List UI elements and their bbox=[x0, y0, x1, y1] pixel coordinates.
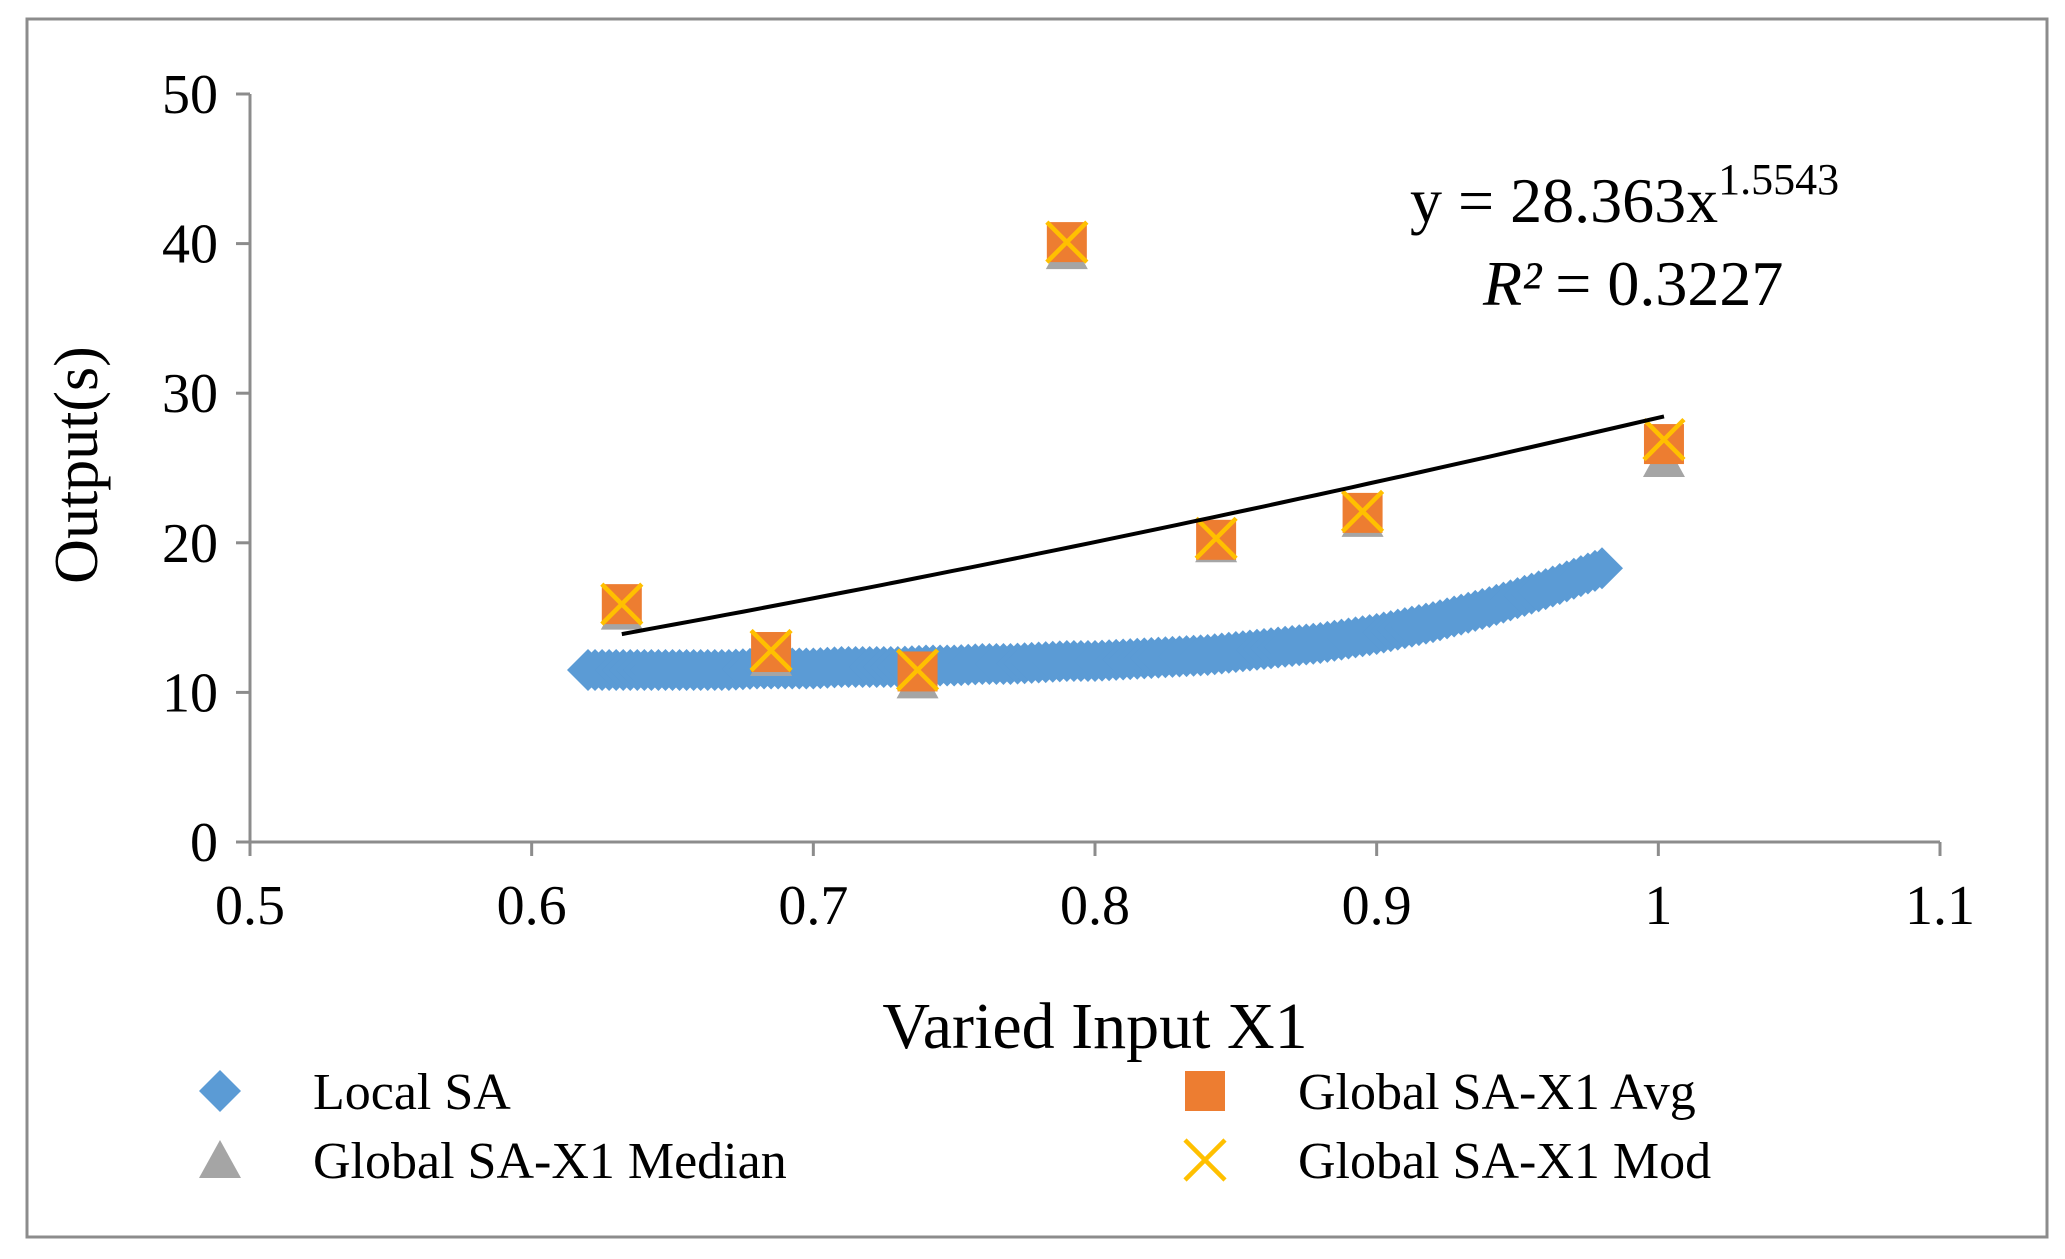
trendline-equation-exponent: 1.5543 bbox=[1718, 155, 1839, 204]
global-mod-point bbox=[895, 648, 940, 692]
x-tick-label: 0.7 bbox=[778, 875, 848, 937]
power-trendline bbox=[621, 414, 1665, 637]
legend-marker-shape bbox=[1185, 1071, 1225, 1111]
series-global-mod bbox=[600, 220, 1686, 692]
global-avg-point bbox=[1643, 424, 1684, 465]
global-mod-point bbox=[1194, 516, 1238, 560]
trendline-equation-base: y = 28.363x bbox=[1410, 165, 1718, 236]
x-tick-label: 1 bbox=[1644, 875, 1672, 937]
legend-marker-global-median bbox=[199, 1140, 241, 1178]
y-axis-title: Output(s) bbox=[43, 346, 111, 584]
global-mod-point bbox=[1340, 489, 1385, 533]
x-tick-label: 0.6 bbox=[497, 875, 567, 937]
legend-marker-global-avg bbox=[1185, 1071, 1225, 1111]
x-tick-label: 0.8 bbox=[1060, 875, 1130, 937]
y-tick-label: 20 bbox=[162, 513, 218, 575]
legend-item-global-median: Global SA-X1 Median bbox=[199, 1133, 787, 1190]
chart-border bbox=[25, 17, 2049, 1239]
axes: 0 10 20 30 40 50 0.5 0.6 0.7 0.8 0.9 1 1.1 bbox=[162, 64, 1975, 937]
y-axis-ticks: 0 10 20 30 40 50 bbox=[162, 64, 250, 874]
legend-item-local-sa: Local SA bbox=[199, 1064, 511, 1121]
global-mod-point bbox=[1642, 417, 1686, 462]
x-axis-title: Varied Input X1 bbox=[882, 990, 1307, 1063]
legend-item-global-avg: Global SA-X1 Avg bbox=[1185, 1064, 1696, 1121]
legend-marker-shape bbox=[1183, 1138, 1227, 1182]
x-tick-label: 1.1 bbox=[1905, 875, 1975, 937]
trendline-equation: y = 28.363x1.5543 bbox=[1410, 155, 1839, 236]
r-squared-value: = 0.3227 bbox=[1555, 248, 1783, 319]
legend-marker-global-mod bbox=[1183, 1138, 1227, 1182]
y-tick-label: 10 bbox=[162, 662, 218, 724]
legend-marker-local-sa bbox=[199, 1070, 241, 1112]
global-mod-point bbox=[749, 628, 793, 673]
local-sa-point bbox=[1581, 547, 1623, 590]
legend-label-local-sa: Local SA bbox=[313, 1064, 511, 1121]
y-tick-label: 30 bbox=[162, 363, 218, 425]
y-tick-label: 40 bbox=[162, 214, 218, 276]
x-axis-ticks: 0.5 0.6 0.7 0.8 0.9 1 1.1 bbox=[215, 842, 1975, 937]
legend-label-global-avg: Global SA-X1 Avg bbox=[1298, 1064, 1696, 1121]
legend-label-global-mod: Global SA-X1 Mod bbox=[1298, 1133, 1711, 1190]
r-squared-label: R² bbox=[1482, 248, 1543, 319]
global-mod-point bbox=[1045, 220, 1089, 264]
y-tick-label: 0 bbox=[190, 812, 218, 874]
legend-label-global-median: Global SA-X1 Median bbox=[313, 1133, 787, 1190]
x-tick-label: 0.5 bbox=[215, 875, 285, 937]
trendline-r-squared: R² = 0.3227 bbox=[1482, 248, 1783, 319]
legend: Local SA Global SA-X1 Avg Global SA-X1 M… bbox=[199, 1064, 1711, 1190]
global-mod-point bbox=[600, 582, 644, 626]
x-tick-label: 0.9 bbox=[1342, 875, 1412, 937]
y-tick-label: 50 bbox=[162, 64, 218, 126]
legend-marker-shape bbox=[199, 1140, 241, 1178]
legend-marker-shape bbox=[199, 1070, 241, 1112]
legend-item-global-mod: Global SA-X1 Mod bbox=[1183, 1133, 1711, 1190]
